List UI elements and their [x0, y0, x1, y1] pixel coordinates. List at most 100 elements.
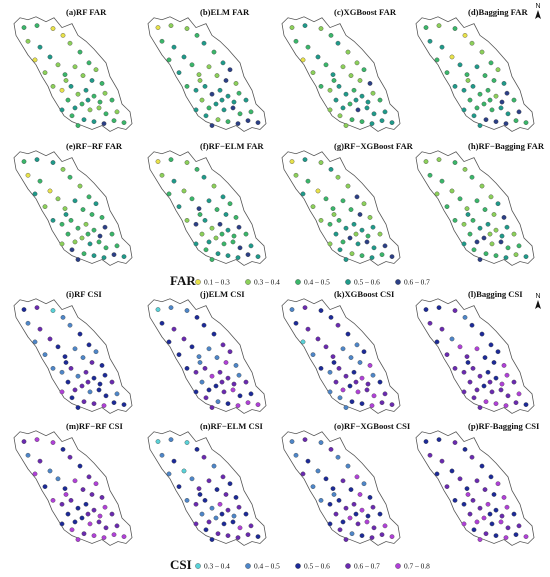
far-legend: FAR 0.1 – 0.3 0.3 – 0.4 0.4 – 0.5 0.5 – 0.6… [170, 273, 430, 288]
station-point [479, 49, 485, 55]
station-point [289, 159, 295, 164]
station-point [305, 326, 311, 332]
station-point [471, 113, 477, 119]
station-point [42, 70, 48, 75]
station-point [202, 498, 208, 503]
station-point [349, 117, 355, 123]
station-point [470, 218, 476, 223]
station-point [523, 254, 529, 259]
station-point [513, 118, 519, 124]
station-point [25, 320, 31, 326]
station-point [50, 160, 56, 165]
station-point [465, 78, 471, 83]
station-point [166, 57, 172, 63]
station-point [159, 452, 165, 458]
station-point [75, 257, 81, 262]
station-point [470, 84, 476, 89]
station-point [199, 231, 205, 237]
station-point [516, 391, 522, 397]
station-point [248, 109, 254, 115]
station-point [201, 454, 207, 460]
station-point [227, 201, 233, 207]
station-point [197, 78, 203, 83]
station-point [97, 513, 103, 519]
station-point [194, 167, 200, 172]
station-point [211, 183, 217, 189]
station-point [215, 531, 221, 537]
station-point [452, 84, 458, 89]
station-point [159, 172, 165, 178]
station-point [166, 339, 172, 345]
station-point [485, 501, 491, 507]
station-point [42, 352, 48, 357]
station-point [193, 241, 199, 247]
station-point [474, 478, 480, 484]
station-point [79, 383, 85, 389]
station-point [449, 54, 455, 60]
station-point [184, 160, 190, 165]
station-point [89, 78, 95, 83]
station-point [206, 198, 212, 204]
station-point [444, 352, 450, 357]
station-point [477, 91, 483, 97]
station-point [505, 525, 511, 531]
station-point [471, 395, 477, 401]
station-point [67, 454, 73, 460]
station-point [379, 400, 385, 406]
station-point [349, 399, 355, 405]
station-point [193, 87, 199, 93]
station-point [467, 511, 473, 517]
station-point [367, 363, 373, 368]
station-point [343, 537, 349, 542]
station-point [80, 207, 86, 212]
station-point [221, 521, 227, 527]
station-point [121, 534, 127, 539]
station-point [359, 375, 365, 381]
station-point [168, 437, 174, 442]
station-point [85, 97, 91, 103]
station-point [464, 486, 470, 491]
station-point [370, 224, 376, 230]
panel-title: (k)XGBoost CSI [334, 289, 395, 299]
station-point [72, 105, 78, 111]
station-point [181, 468, 187, 474]
station-point [364, 387, 370, 393]
station-point [67, 322, 73, 328]
station-point [101, 121, 107, 126]
panel-title: (a)RF FAR [66, 7, 107, 17]
station-point [89, 360, 95, 365]
station-point [345, 49, 351, 55]
csi-panels: (i)RF CSI (j)ELM CSI (k)XGBoost CSI (l)Bagg… [13, 289, 540, 546]
station-point [477, 257, 483, 262]
station-point [348, 487, 354, 492]
legend-label: 0.4 – 0.5 [304, 278, 330, 287]
station-point [513, 532, 519, 538]
station-point [481, 383, 487, 389]
station-point [340, 105, 346, 111]
station-point [89, 492, 95, 497]
station-point [196, 72, 202, 77]
station-point [474, 519, 480, 525]
station-point [219, 231, 225, 237]
panel-title: (o)RF−XGBoost CSI [334, 421, 411, 431]
station-point [462, 33, 468, 38]
station-point [481, 235, 487, 241]
station-point [202, 84, 208, 89]
station-point [340, 64, 346, 70]
station-point [359, 93, 365, 99]
station-point [493, 507, 499, 513]
station-point [471, 527, 477, 533]
station-point [97, 99, 103, 105]
station-point [365, 99, 371, 105]
station-point [196, 486, 202, 491]
far-panel-3: (c)XGBoost FAR [281, 7, 401, 132]
station-point [427, 452, 433, 458]
csi-legend-title: CSI [170, 557, 192, 572]
station-point [75, 225, 81, 231]
panel-title: (j)ELM CSI [200, 289, 245, 299]
station-point [245, 532, 251, 538]
station-point [225, 119, 231, 124]
station-point [498, 387, 504, 393]
station-point [498, 105, 504, 111]
station-point [469, 40, 475, 46]
